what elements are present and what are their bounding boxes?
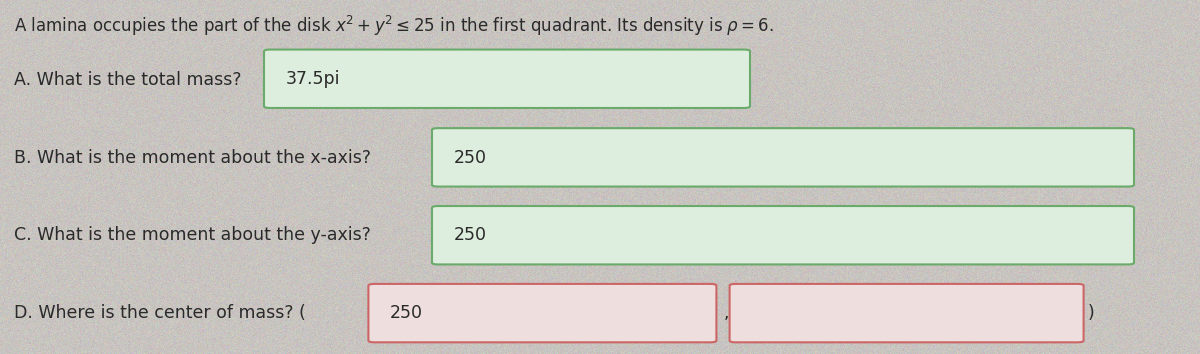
Text: C. What is the moment about the y-axis?: C. What is the moment about the y-axis?: [14, 227, 371, 244]
Text: 250: 250: [390, 304, 424, 322]
FancyBboxPatch shape: [264, 50, 750, 108]
Text: A. What is the total mass?: A. What is the total mass?: [14, 71, 242, 88]
Text: 250: 250: [454, 149, 487, 166]
FancyBboxPatch shape: [432, 128, 1134, 187]
Text: D. Where is the center of mass? (: D. Where is the center of mass? (: [14, 304, 306, 322]
FancyBboxPatch shape: [432, 206, 1134, 264]
Text: 250: 250: [454, 227, 487, 244]
Text: B. What is the moment about the x-axis?: B. What is the moment about the x-axis?: [14, 149, 372, 166]
Text: 37.5pi: 37.5pi: [286, 70, 340, 87]
Text: ): ): [1087, 304, 1094, 322]
FancyBboxPatch shape: [730, 284, 1084, 342]
Text: A lamina occupies the part of the disk $x^2 + y^2 \leq 25$ in the first quadrant: A lamina occupies the part of the disk $…: [14, 14, 774, 38]
Text: ,: ,: [724, 304, 728, 322]
FancyBboxPatch shape: [368, 284, 716, 342]
